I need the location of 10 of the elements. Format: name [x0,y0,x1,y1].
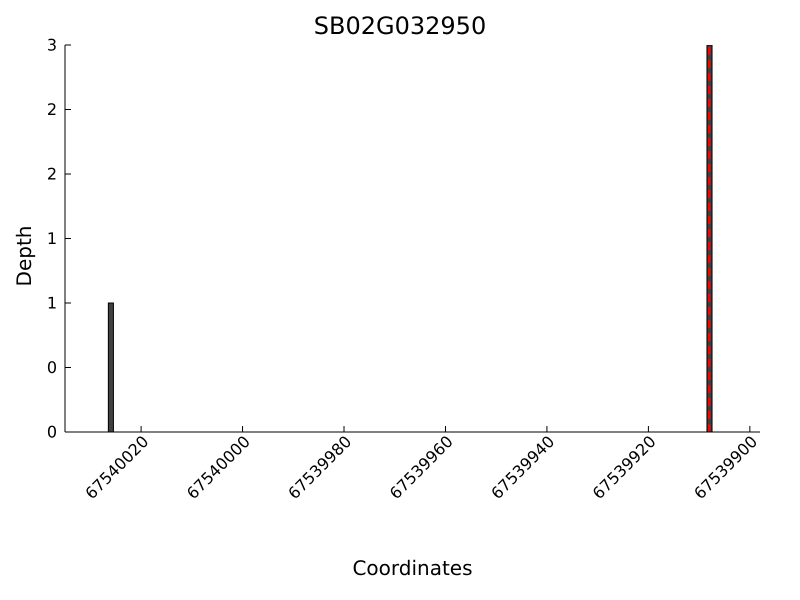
y-tick-label: 0 [46,422,57,442]
y-tick-label: 2 [46,100,57,120]
chart-title: SB02G032950 [314,12,486,40]
y-tick-label: 0 [46,358,57,378]
y-tick-label: 2 [46,164,57,184]
y-tick-label: 1 [46,294,57,313]
y-tick-label: 3 [46,36,57,55]
x-axis-title: Coordinates [351,556,474,580]
y-tick-label: 1 [46,229,57,248]
y-axis-title: Depth [12,226,36,286]
